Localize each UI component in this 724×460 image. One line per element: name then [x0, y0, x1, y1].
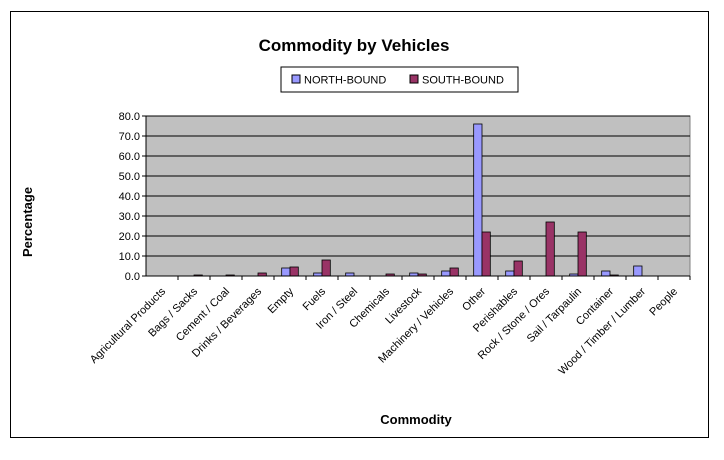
y-tick-label: 20.0: [119, 231, 140, 243]
y-tick-label: 40.0: [119, 191, 140, 203]
legend-swatch-north-bound: [291, 74, 301, 84]
y-tick-label: 60.0: [119, 151, 140, 163]
legend-label-south-bound: SOUTH-BOUND: [422, 75, 504, 87]
bar-south-bound: [289, 266, 299, 277]
y-tick-label: 30.0: [119, 211, 140, 223]
y-tick-label: 70.0: [119, 131, 140, 143]
bar-south-bound: [577, 231, 587, 277]
x-tick-label: Fuels: [301, 285, 329, 313]
bar-south-bound: [481, 231, 491, 277]
bar-north-bound: [633, 265, 643, 277]
y-axis-ticks: 0.0 10.0 20.0 30.0 40.0 50.0 60.0 70.0 80.0: [119, 111, 146, 283]
bar-chart: Commodity by Vehicles NORTH-BOUND SOUTH-…: [20, 36, 691, 427]
x-tick-label: Other: [460, 285, 488, 313]
y-tick-label: 50.0: [119, 171, 140, 183]
x-tick-label: People: [647, 286, 680, 319]
x-axis-title: Commodity: [380, 412, 452, 427]
bar-north-bound: [505, 270, 515, 277]
bar-north-bound: [473, 123, 483, 277]
chart-title: Commodity by Vehicles: [259, 36, 450, 55]
bar-north-bound: [601, 270, 611, 277]
legend-box: [280, 66, 519, 93]
bar-south-bound: [513, 260, 523, 277]
y-tick-label: 10.0: [119, 251, 140, 263]
y-tick-label: 0.0: [125, 271, 140, 283]
legend-swatch-south-bound: [409, 74, 419, 84]
bar-south-bound: [449, 267, 459, 277]
legend-label-north-bound: NORTH-BOUND: [304, 75, 386, 87]
x-tick-label: Empty: [266, 285, 297, 316]
gridlines: [146, 115, 690, 257]
bar-south-bound: [321, 259, 331, 277]
y-tick-label: 80.0: [119, 111, 140, 123]
bar-north-bound: [281, 267, 291, 277]
bar-north-bound: [441, 270, 451, 277]
bar-south-bound: [545, 221, 555, 277]
legend: NORTH-BOUND SOUTH-BOUND: [280, 66, 519, 93]
chart-frame: Commodity by Vehicles NORTH-BOUND SOUTH-…: [10, 11, 709, 438]
y-axis-title: Percentage: [20, 187, 35, 257]
